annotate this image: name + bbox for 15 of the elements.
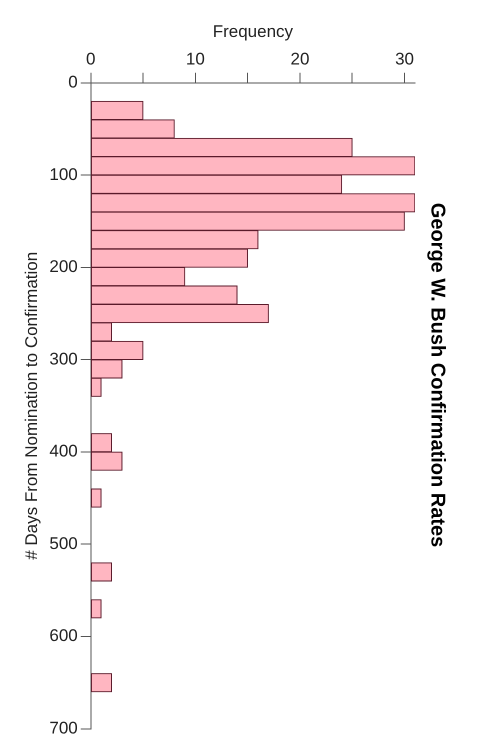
text: George W. Bush Confirmation Rates [426,202,448,548]
y-tick-label: 0 [68,72,78,92]
y-tick-label: 700 [49,718,78,738]
y-tick-label: 300 [49,349,78,368]
y-tick-label: 600 [49,626,78,646]
x-tick-label: 20 [290,49,310,68]
y-tick-label: 400 [49,442,78,461]
y-axis-title: # Days From Nomination to Confirmation [22,252,41,560]
x-tick-label: 0 [86,49,96,68]
y-tick-label: 100 [49,164,78,184]
x-tick-label: 10 [186,49,205,68]
x-tick-label: 30 [395,49,414,68]
x-axis-title: Frequency [212,22,294,41]
y-tick-label: 500 [49,534,78,553]
y-tick-label: 200 [49,257,78,276]
